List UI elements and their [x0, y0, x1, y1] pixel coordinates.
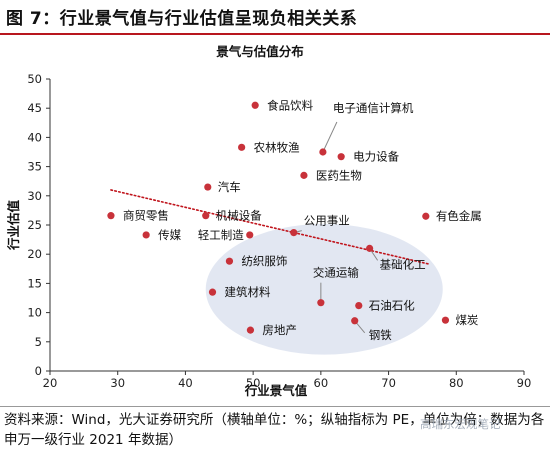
trendline-layer	[110, 189, 431, 265]
x-tick-label: 60	[314, 376, 329, 390]
point-label: 商贸零售	[123, 209, 169, 223]
point-label: 钢铁	[369, 328, 392, 342]
x-tick-label: 80	[449, 376, 464, 390]
point-label: 石油石化	[369, 299, 415, 313]
data-point	[238, 143, 246, 151]
source-note: 资料来源：Wind，光大证券研究所（横轴单位：%；纵轴指标为 PE，单位为倍；数…	[4, 412, 545, 448]
point-label: 基础化工	[380, 257, 426, 271]
point-label: 机械设备	[216, 209, 262, 223]
watermark: 高瑞东宏观笔记	[420, 417, 501, 431]
point-label: 纺织服饰	[241, 254, 287, 268]
y-tick-label: 15	[27, 276, 42, 290]
x-axis-label: 行业景气值	[244, 383, 308, 398]
data-point	[319, 148, 327, 156]
point-label: 医药生物	[316, 168, 362, 182]
y-tick-label: 5	[35, 335, 42, 349]
data-point	[290, 228, 298, 237]
data-point	[366, 244, 374, 252]
x-tick-label: 50	[246, 376, 261, 390]
data-point	[202, 212, 210, 220]
data-point	[142, 231, 150, 239]
data-point	[107, 212, 115, 220]
y-axis-label: 行业估值	[6, 200, 21, 252]
point-label: 轻工制造	[198, 228, 244, 242]
y-tick-label: 20	[27, 247, 42, 261]
point-label: 农林牧渔	[254, 140, 300, 154]
y-tick-label: 35	[27, 160, 42, 174]
leader-line	[322, 121, 338, 153]
point-label: 房地产	[262, 323, 297, 337]
axes-layer: 20 30 40 50 60 70 80 90 0 5 10 15 20 25 30 35 40 45 50	[27, 72, 531, 390]
data-point	[355, 301, 363, 310]
highlight-ellipse	[205, 223, 443, 355]
data-point	[337, 153, 345, 161]
x-tick-label: 30	[110, 376, 125, 390]
point-label: 电力设备	[353, 150, 399, 164]
point-label: 公用事业	[304, 214, 350, 228]
trendline	[110, 189, 431, 265]
x-tick-label: 90	[517, 376, 532, 390]
point-label: 交通运输	[313, 266, 359, 280]
footer-rule	[0, 406, 550, 407]
data-point	[300, 171, 308, 179]
title-rule	[0, 33, 550, 35]
data-point	[204, 183, 212, 191]
y-tick-label: 30	[27, 189, 42, 203]
point-label: 食品饮料	[267, 98, 313, 112]
data-point	[251, 101, 259, 109]
data-point	[441, 316, 450, 324]
y-tick-label: 0	[35, 364, 42, 378]
y-tick-label: 10	[27, 306, 42, 320]
x-tick-label: 70	[381, 376, 396, 390]
data-point	[225, 257, 234, 265]
data-point	[208, 288, 217, 296]
point-label: 有色金属	[436, 209, 482, 223]
data-point	[422, 212, 430, 220]
data-point	[351, 317, 359, 325]
y-tick-label: 45	[27, 101, 42, 115]
scatter-chart: 20 30 40 50 60 70 80 90 0 5 10 15 20 25 30 35 40 45 50 食品饮…	[6, 44, 531, 398]
data-point	[317, 299, 325, 307]
y-tick-label: 25	[27, 218, 42, 232]
point-label: 建筑材料	[225, 285, 271, 299]
point-label: 汽车	[218, 180, 241, 194]
y-tick-label: 40	[27, 130, 42, 144]
point-label: 电子通信计算机	[333, 101, 414, 115]
chart-title: 景气与估值分布	[216, 44, 304, 59]
point-label: 传媒	[158, 228, 181, 242]
data-point	[246, 326, 255, 334]
x-tick-label: 20	[43, 376, 58, 390]
data-point	[246, 231, 254, 239]
highlight-region-layer	[205, 223, 443, 355]
point-label: 煤炭	[455, 313, 478, 327]
figure-title: 图 7：行业景气值与行业估值呈现负相关关系	[6, 9, 358, 29]
x-tick-label: 40	[178, 376, 193, 390]
y-tick-label: 50	[27, 72, 42, 86]
